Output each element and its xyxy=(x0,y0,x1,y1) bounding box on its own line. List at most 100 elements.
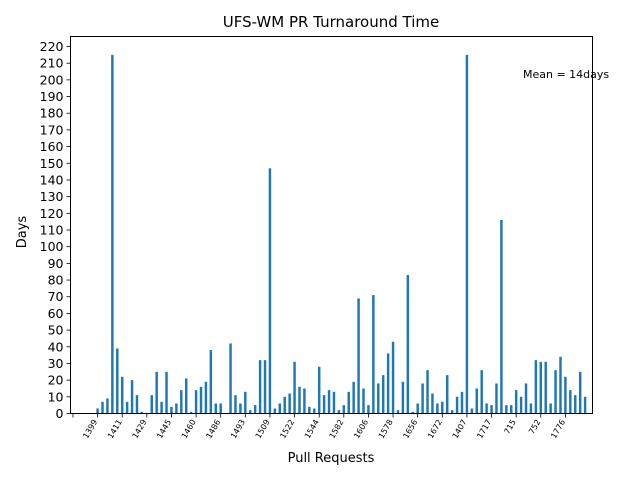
bar xyxy=(524,383,528,414)
x-tick-label: 1407 xyxy=(451,418,469,440)
bar xyxy=(199,386,203,414)
x-tick-label: 1578 xyxy=(377,418,395,440)
bar xyxy=(209,350,213,414)
bar xyxy=(111,54,114,414)
plot-frame xyxy=(70,36,593,414)
bar xyxy=(317,366,321,414)
bar xyxy=(239,403,242,414)
bar xyxy=(204,381,208,414)
y-tick-label: 60 xyxy=(48,306,64,321)
bar xyxy=(342,405,346,414)
x-tick-label: 715 xyxy=(502,418,517,436)
bar xyxy=(253,405,257,414)
bar xyxy=(322,395,326,414)
x-tick-label: 1429 xyxy=(131,418,149,440)
x-tick-label: 752 xyxy=(527,418,542,436)
bar xyxy=(465,54,469,414)
x-tick-label: 1411 xyxy=(106,418,124,440)
chart-title: UFS-WM PR Turnaround Time xyxy=(223,13,439,31)
bar xyxy=(244,391,247,414)
bar xyxy=(120,376,124,414)
bar xyxy=(160,401,163,414)
y-tick-label: 10 xyxy=(48,389,64,404)
bar xyxy=(480,370,483,414)
bar xyxy=(470,408,474,414)
bar xyxy=(155,371,158,414)
y-tick-label: 120 xyxy=(40,206,64,221)
bar xyxy=(421,383,424,414)
y-tick-label: 200 xyxy=(40,72,64,87)
bar xyxy=(273,408,277,414)
bar xyxy=(490,405,493,414)
bar xyxy=(500,220,503,414)
bar xyxy=(125,401,129,414)
y-tick-label: 100 xyxy=(40,239,64,254)
bar xyxy=(263,360,267,414)
bar xyxy=(377,383,380,414)
bar xyxy=(101,401,104,414)
bar xyxy=(578,371,582,414)
x-tick-label: 1656 xyxy=(401,418,419,440)
y-tick-label: 20 xyxy=(48,373,64,388)
bar xyxy=(401,381,405,414)
y-tick-label: 40 xyxy=(48,339,64,354)
bar xyxy=(529,403,533,414)
bar xyxy=(165,371,168,414)
bar xyxy=(426,370,429,414)
x-tick-label: 1582 xyxy=(328,418,346,440)
bar xyxy=(170,406,173,414)
bar xyxy=(455,396,459,414)
bar xyxy=(175,403,178,414)
bar xyxy=(559,356,562,414)
bars-group xyxy=(96,54,587,414)
y-axis-label: Days xyxy=(15,216,30,249)
bar xyxy=(189,411,193,414)
bar xyxy=(327,390,331,414)
bar xyxy=(357,298,360,414)
y-tick-label: 180 xyxy=(40,106,64,121)
bar xyxy=(381,375,385,414)
y-tick-label: 140 xyxy=(40,172,64,187)
bar xyxy=(229,343,232,414)
bar xyxy=(332,391,336,414)
y-tick-label: 50 xyxy=(48,323,64,338)
bar xyxy=(140,411,144,414)
bar xyxy=(352,381,355,414)
y-tick-label: 220 xyxy=(40,39,64,54)
bar xyxy=(234,395,237,414)
bar xyxy=(564,376,567,414)
bar xyxy=(185,378,188,414)
bar xyxy=(396,410,400,414)
bar xyxy=(288,393,291,414)
y-tick-label: 0 xyxy=(56,406,64,421)
y-tick-label: 30 xyxy=(48,356,64,371)
bar xyxy=(544,361,547,414)
bar xyxy=(303,388,306,414)
y-tick-label: 190 xyxy=(40,89,64,104)
bar xyxy=(293,361,296,414)
bar xyxy=(549,403,552,414)
x-tick-label: 1672 xyxy=(426,418,444,440)
y-tick-label: 150 xyxy=(40,156,64,171)
x-tick-label: 1717 xyxy=(475,418,493,440)
bar xyxy=(96,408,99,414)
x-tick-label: 1493 xyxy=(229,418,247,440)
bar xyxy=(534,360,538,414)
bar xyxy=(460,391,464,414)
x-tick-label: 1776 xyxy=(549,418,567,440)
bar xyxy=(249,410,252,414)
bar xyxy=(214,403,217,414)
bar xyxy=(116,348,119,414)
bar xyxy=(135,395,139,414)
bar xyxy=(450,410,454,414)
x-axis-label: Pull Requests xyxy=(288,451,375,466)
bar xyxy=(278,403,282,414)
bar xyxy=(372,295,375,414)
bar xyxy=(391,341,395,414)
bar xyxy=(485,403,488,414)
x-tick-label: 1460 xyxy=(180,418,198,440)
x-tick-label: 1445 xyxy=(155,418,173,440)
bar xyxy=(505,405,508,414)
x-tick-label: 1606 xyxy=(352,418,370,440)
